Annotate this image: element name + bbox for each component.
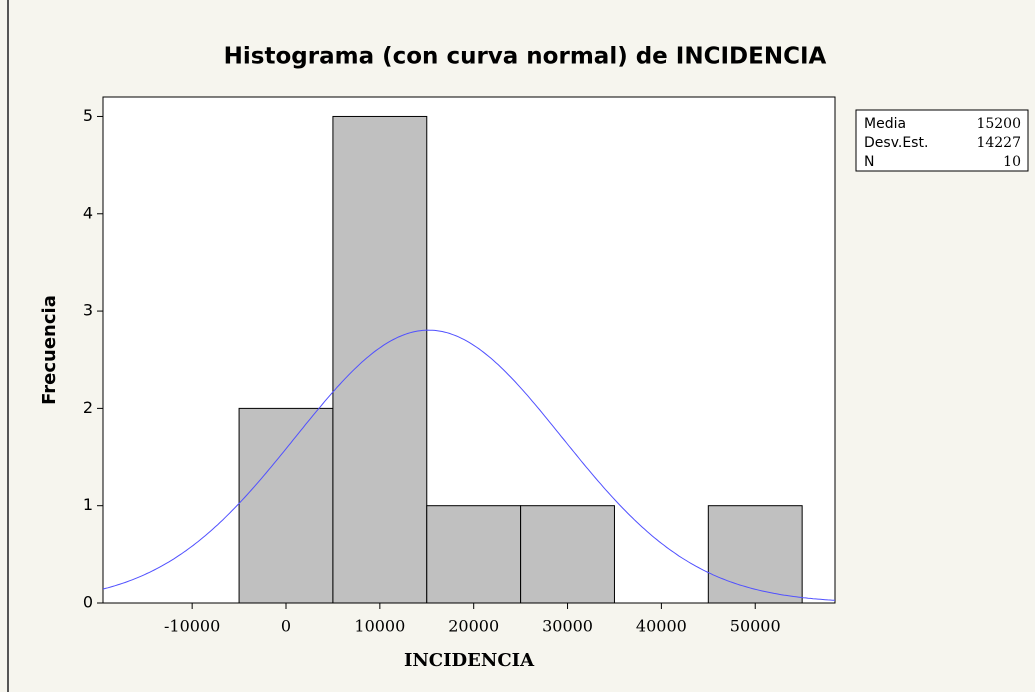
- x-tick-label: 40000: [636, 617, 687, 636]
- y-axis-label: Frecuencia: [39, 295, 60, 405]
- chart-title: Histograma (con curva normal) de INCIDEN…: [224, 44, 827, 70]
- x-axis-label: INCIDENCIA: [404, 650, 535, 671]
- y-tick-label: 0: [83, 593, 93, 612]
- bar: [238, 407, 334, 604]
- stat-value: 14227: [976, 135, 1021, 151]
- x-tick-label: 30000: [542, 617, 593, 636]
- normal-curve: [102, 329, 836, 601]
- stat-label: Media: [864, 116, 906, 132]
- bar: [332, 115, 428, 604]
- stat-value: 10: [1003, 154, 1021, 170]
- stats-box: [855, 109, 1029, 172]
- x-tick-label: -10000: [164, 617, 220, 636]
- stat-label: Desv.Est.: [864, 135, 928, 151]
- stat-value: 15200: [976, 116, 1021, 132]
- x-tick-label: 0: [281, 617, 291, 636]
- y-tick-label: 4: [83, 203, 93, 222]
- x-tick-label: 20000: [448, 617, 499, 636]
- bar: [426, 505, 522, 604]
- bar: [520, 505, 615, 604]
- x-tick-label: 10000: [354, 617, 405, 636]
- stat-label: N: [864, 154, 874, 170]
- y-tick-label: 2: [83, 398, 93, 417]
- y-tick-label: 1: [83, 495, 93, 514]
- y-tick-label: 3: [83, 301, 93, 320]
- bar: [707, 505, 803, 604]
- x-tick-label: 50000: [730, 617, 781, 636]
- y-tick-label: 5: [83, 106, 93, 125]
